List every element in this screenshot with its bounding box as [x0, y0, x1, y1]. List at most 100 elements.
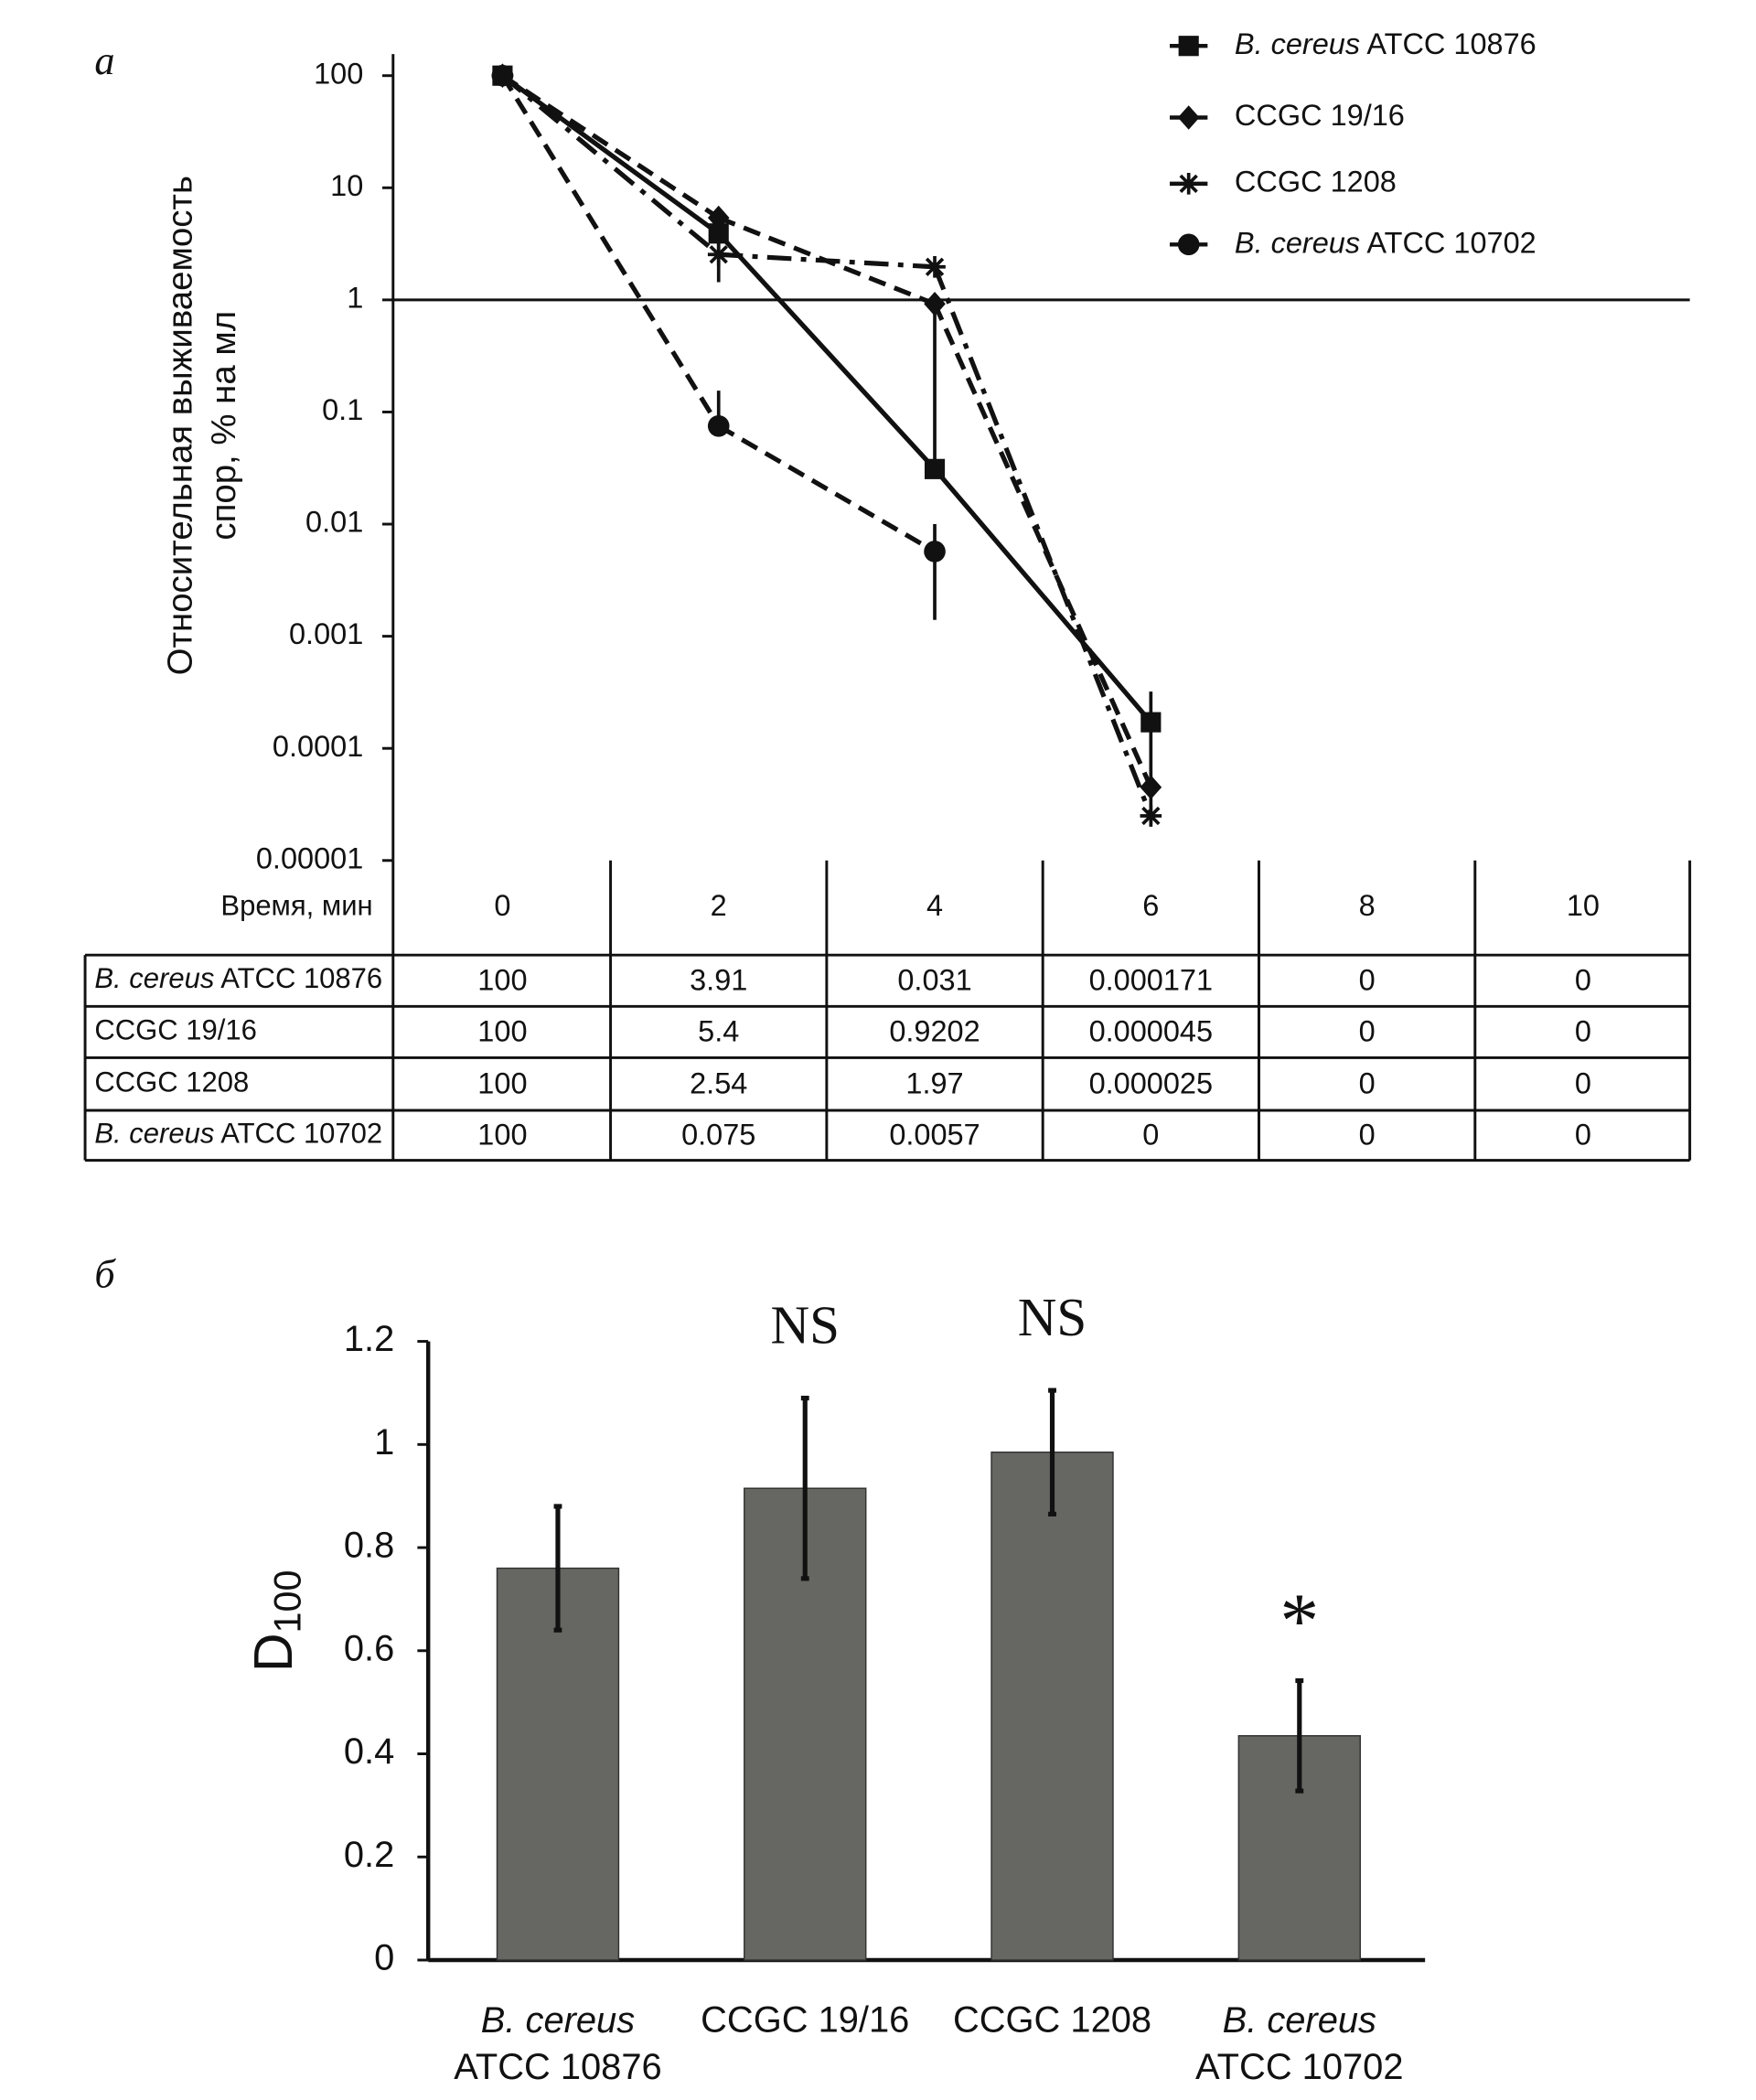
y-tick-label: 0.2 — [344, 1835, 394, 1875]
y-tick-label: 1 — [374, 1422, 394, 1462]
table-cell: 0.000171 — [1089, 963, 1214, 996]
y-axis-label: спор, % на мл — [204, 311, 243, 541]
legend-marker — [1177, 233, 1200, 256]
table-cell: 0 — [1359, 1118, 1376, 1151]
table-cell: 0 — [1575, 1014, 1591, 1047]
legend-marker — [1177, 173, 1200, 195]
table-cell: 0.031 — [897, 963, 971, 996]
y-axis-label: Относительная выживаемость — [161, 176, 200, 675]
x-tick-label: CCGC 1208 — [953, 1999, 1151, 2040]
panel-label: а — [94, 38, 114, 83]
table-cell: 3.91 — [690, 963, 747, 996]
bar — [496, 1567, 620, 1961]
table-cell: 0 — [1575, 1066, 1591, 1099]
y-tick-label: 0.4 — [344, 1731, 394, 1772]
table-cell: 0.000025 — [1089, 1066, 1214, 1099]
series-line — [500, 73, 721, 257]
data-point — [707, 205, 730, 230]
x-tick-label: ATCC 10876 — [454, 2047, 661, 2087]
y-tick-label: 0.01 — [305, 506, 363, 539]
y-axis-label-subscript: 100 — [266, 1570, 308, 1633]
legend-label: CCGC 1208 — [1235, 165, 1397, 198]
table-cell: 0 — [1359, 1066, 1376, 1099]
data-point — [491, 64, 514, 87]
table-row-label: B. cereus ATCC 10876 — [94, 962, 382, 994]
series-line — [716, 231, 937, 471]
y-tick-label: 0.00001 — [256, 841, 363, 874]
legend-label: B. cereus ATCC 10702 — [1235, 226, 1536, 259]
y-tick-label: 0.1 — [322, 393, 363, 426]
y-tick-label: 10 — [330, 169, 363, 202]
y-tick-label: 1 — [347, 281, 363, 314]
series-line — [500, 74, 721, 428]
y-tick-label: 0.001 — [289, 617, 363, 650]
y-axis-label: D100 — [242, 1570, 308, 1672]
x-tick-label: CCGC 19/16 — [701, 1999, 909, 2040]
y-tick-label: 0.6 — [344, 1628, 394, 1668]
series-line — [718, 252, 936, 270]
table-cell: 0 — [1575, 963, 1591, 996]
table-cell: 2.54 — [690, 1066, 747, 1099]
annotation: NS — [1018, 1287, 1087, 1347]
x-tick-label: B. cereus — [481, 1999, 635, 2040]
y-tick-label: 1.2 — [344, 1319, 394, 1359]
bar — [990, 1452, 1114, 1961]
annotation: NS — [770, 1294, 840, 1355]
data-point — [708, 223, 729, 244]
legend-marker — [1178, 36, 1199, 57]
series-line — [932, 265, 1153, 817]
series-line — [500, 73, 721, 220]
table-cell: 0 — [1575, 1118, 1591, 1151]
table-cell: 0.9202 — [889, 1014, 980, 1047]
series-line — [932, 303, 1153, 788]
data-point — [924, 292, 946, 316]
table-cell: 0 — [1359, 963, 1376, 996]
series-line — [717, 423, 937, 554]
y-tick-label: 0.0001 — [273, 730, 363, 763]
table-header: 2 — [711, 889, 727, 922]
data-point — [924, 541, 946, 562]
y-axis-label-main: D — [242, 1633, 303, 1672]
x-tick-label: ATCC 10702 — [1195, 2047, 1403, 2087]
table-header: 0 — [494, 889, 510, 922]
table-cell: 100 — [477, 963, 527, 996]
table-header: 4 — [926, 889, 943, 922]
panel-label: б — [94, 1251, 116, 1296]
y-tick-label: 0 — [374, 1938, 394, 1978]
y-tick-label: 100 — [314, 57, 363, 90]
table-cell: 0 — [1359, 1014, 1376, 1047]
data-point — [924, 255, 946, 278]
data-point — [707, 243, 730, 266]
table-cell: 0.075 — [681, 1118, 755, 1151]
series — [491, 63, 1162, 800]
legend-marker — [1177, 105, 1200, 130]
data-point — [1140, 805, 1162, 827]
table-cell: 1.97 — [905, 1066, 963, 1099]
table-cell: 5.4 — [698, 1014, 739, 1047]
table-row-label: CCGC 19/16 — [94, 1014, 256, 1046]
series — [492, 65, 1162, 825]
data-point — [1140, 775, 1162, 800]
legend-label: B. cereus ATCC 10876 — [1235, 27, 1536, 60]
data-point — [1140, 712, 1162, 733]
table-cell: 0.000045 — [1089, 1014, 1214, 1047]
table-header: Время, мин — [220, 890, 372, 922]
table-header: 6 — [1142, 889, 1159, 922]
table-row-label: CCGC 1208 — [94, 1066, 249, 1098]
data-point — [924, 458, 946, 479]
series — [491, 64, 1162, 827]
series-line — [933, 467, 1153, 724]
table-cell: 100 — [477, 1118, 527, 1151]
series — [491, 64, 946, 620]
y-tick-label: 0.8 — [344, 1526, 394, 1566]
table-row-label: B. cereus ATCC 10702 — [94, 1118, 382, 1150]
legend-label: CCGC 19/16 — [1235, 99, 1405, 132]
x-tick-label: B. cereus — [1223, 1999, 1376, 2040]
table-cell: 0.0057 — [889, 1118, 980, 1151]
table-cell: 100 — [477, 1066, 527, 1099]
data-point — [707, 414, 730, 437]
table-header: 8 — [1359, 889, 1376, 922]
table-cell: 100 — [477, 1014, 527, 1047]
